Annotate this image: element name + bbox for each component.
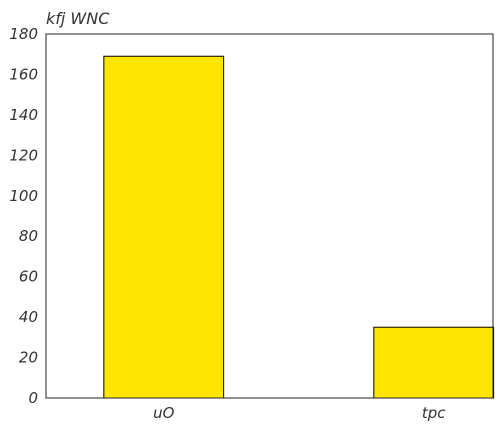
plot-frame [45,33,494,399]
y-tick-label: 0 [28,389,38,407]
y-tick-label: 20 [19,349,38,367]
chart-title: kfj WNC [46,9,110,28]
y-tick-label: 80 [19,227,38,245]
bar-tpc [373,326,495,399]
y-tick-label: 160 [9,65,38,83]
x-axis: uO tpc [153,404,446,422]
y-tick-label: 120 [9,146,38,164]
x-tick-label: tpc [422,404,446,422]
y-tick-label: 140 [9,106,38,124]
y-tick-label: 100 [9,187,38,205]
x-tick-label: uO [153,404,175,422]
y-tick-label: 40 [19,308,38,326]
y-axis: 0 20 40 60 80 100 120 140 160 180 [9,25,38,407]
bar-series [103,55,495,399]
y-tick-label: 180 [9,25,38,43]
bar-uO [103,55,225,399]
y-tick-label: 60 [19,268,38,286]
